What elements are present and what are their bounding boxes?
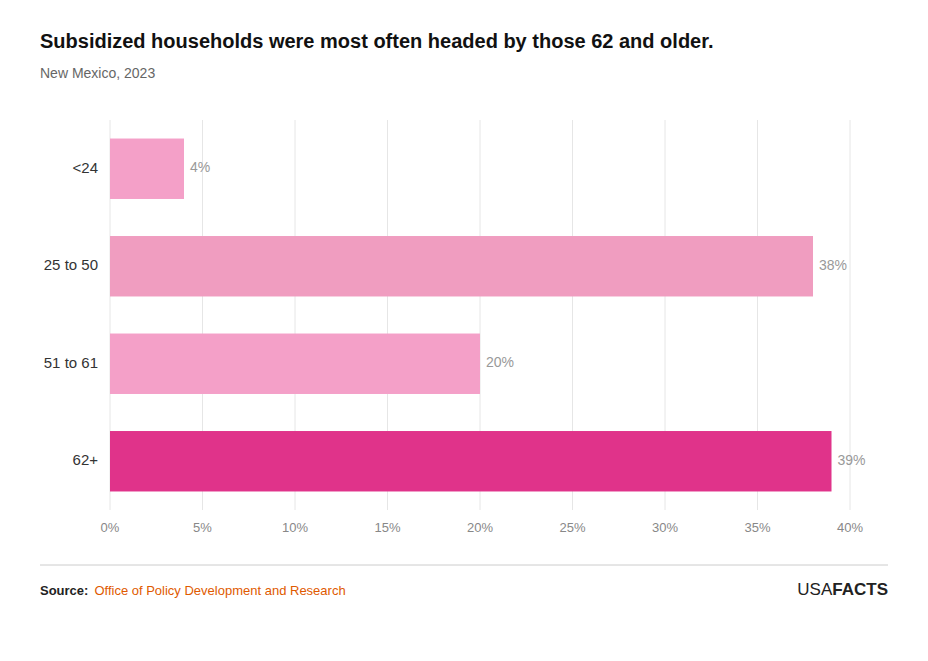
- x-tick-label: 10%: [282, 520, 308, 535]
- x-tick-label: 25%: [559, 520, 585, 535]
- source-detail: Office of Policy Development and Researc…: [94, 583, 345, 598]
- subtitle: New Mexico, 2023: [40, 65, 155, 81]
- x-tick-label: 40%: [837, 520, 863, 535]
- x-tick-label: 20%: [467, 520, 493, 535]
- source-label: Source:: [40, 583, 88, 598]
- bars: [110, 139, 832, 492]
- source: Source: Office of Policy Development and …: [40, 583, 346, 598]
- x-tick-label: 30%: [652, 520, 678, 535]
- chart: Subsidized households were most often he…: [0, 0, 928, 661]
- bar: [110, 431, 832, 491]
- data-label: 4%: [190, 159, 210, 175]
- bar: [110, 139, 184, 199]
- data-label: 20%: [486, 354, 514, 370]
- data-label: 38%: [819, 257, 847, 273]
- bar: [110, 236, 813, 296]
- y-tick-label: <24: [73, 159, 98, 176]
- grid: [110, 120, 850, 510]
- separator: [40, 565, 888, 566]
- x-tick-label: 35%: [744, 520, 770, 535]
- bar: [110, 334, 480, 394]
- x-tick-label: 0%: [101, 520, 120, 535]
- title: Subsidized households were most often he…: [40, 30, 713, 52]
- y-tick-label: 51 to 61: [44, 354, 98, 371]
- watermark-part: FACTS: [832, 580, 888, 599]
- x-tick-label: 5%: [193, 520, 212, 535]
- watermark-part: USA: [797, 580, 833, 599]
- x-tick-label: 15%: [374, 520, 400, 535]
- data-label: 39%: [838, 452, 866, 468]
- y-tick-label: 62+: [73, 451, 99, 468]
- watermark: USAFACTS: [797, 580, 888, 599]
- y-tick-label: 25 to 50: [44, 256, 98, 273]
